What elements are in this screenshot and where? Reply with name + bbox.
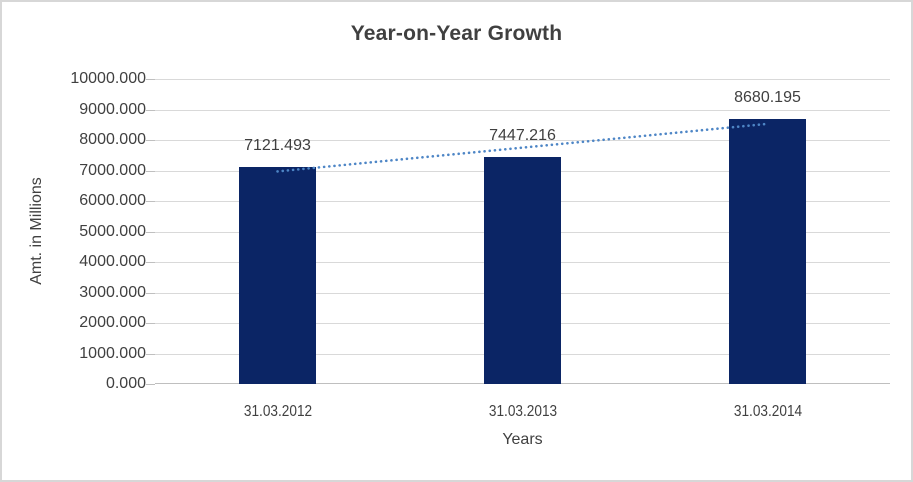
y-axis-tick-mark: [146, 292, 155, 294]
x-axis-tick-label: 31.03.2012: [243, 403, 312, 420]
gridline: [155, 140, 890, 141]
y-axis-tick-mark: [146, 323, 155, 324]
y-axis-tick-mark: [146, 384, 155, 385]
y-axis-tick-mark: [146, 109, 155, 111]
bar-value-label: 8680.195: [734, 89, 801, 107]
bar: [239, 166, 316, 384]
y-axis-tick-mark: [146, 170, 155, 172]
y-axis-tick-label: 2000.000: [79, 314, 146, 331]
bar: [729, 119, 806, 384]
y-axis-tick-label: 3000.000: [79, 283, 146, 301]
y-axis-tick-label: 5000.000: [79, 222, 146, 240]
gridline: [155, 109, 890, 111]
x-axis-tick-label: 31.03.2014: [733, 403, 802, 420]
y-axis-tick-mark: [146, 262, 155, 263]
y-axis-tick-mark: [146, 140, 155, 141]
bar-value-label: 7121.493: [244, 136, 311, 154]
bar-value-label: 7447.216: [489, 126, 556, 144]
bar: [484, 156, 561, 384]
y-axis-tick-mark: [146, 201, 155, 202]
trendline: [276, 122, 769, 173]
y-axis-tick-label: 4000.000: [79, 253, 146, 270]
x-axis-title: Years: [502, 431, 543, 448]
plot-area: 7121.493 7447.216 8680.195: [155, 79, 890, 384]
x-axis-tick-label: 31.03.2013: [488, 403, 557, 420]
chart-title: Year-on-Year Growth: [350, 22, 563, 45]
y-axis-tick-label: 6000.000: [79, 192, 146, 209]
y-axis-tick-label: 10000.000: [70, 70, 146, 87]
y-axis-tick-label: 8000.000: [79, 131, 146, 148]
y-axis-tick-label: 7000.000: [79, 161, 146, 179]
y-axis-tick-label: 9000.000: [79, 100, 146, 118]
y-axis-tick-label: 0.000: [105, 375, 146, 392]
gridline: [155, 79, 890, 80]
y-axis-tick-mark: [146, 231, 155, 233]
y-axis-tick-label: 1000.000: [79, 344, 146, 362]
y-axis-tick-mark: [146, 79, 155, 80]
y-axis-tick-mark: [146, 353, 155, 355]
